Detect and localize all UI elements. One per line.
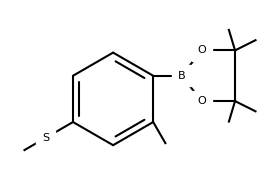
Text: O: O xyxy=(197,45,206,55)
Text: O: O xyxy=(197,96,206,106)
Text: S: S xyxy=(42,133,49,143)
Text: B: B xyxy=(178,71,185,81)
